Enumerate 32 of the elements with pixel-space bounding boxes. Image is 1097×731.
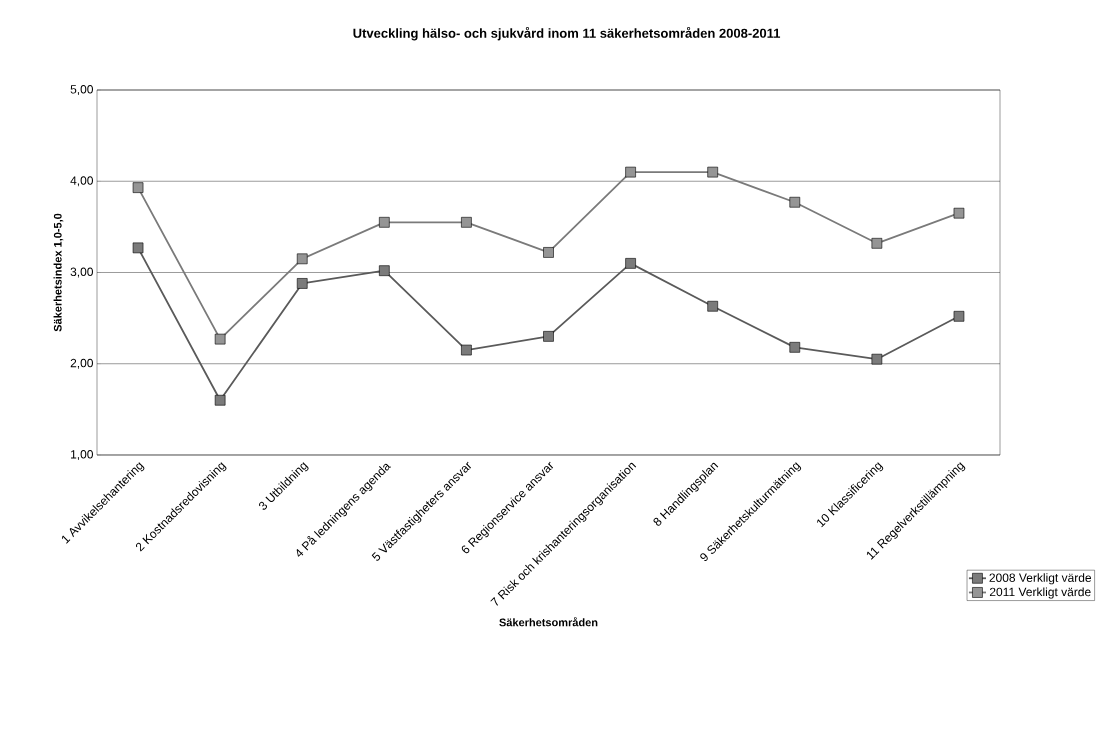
legend-label: 2008 Verkligt värde [989, 573, 1092, 585]
y-tick-label: 3,00 [70, 267, 93, 278]
y-tick-label: 2,00 [70, 358, 93, 369]
point [625, 258, 636, 269]
point [214, 333, 226, 345]
x-axis-title: Säkerhetsområden [499, 617, 598, 627]
point [953, 207, 965, 219]
point [707, 166, 718, 178]
y-tick-label: 4,00 [70, 176, 93, 187]
point [707, 300, 718, 312]
point [132, 242, 144, 254]
y-axis-title: Säkerhetsindex 1,0-5,0 [53, 213, 64, 332]
point [296, 278, 308, 289]
point [789, 342, 801, 353]
y-tick-label: 5,00 [70, 85, 93, 95]
point [214, 394, 226, 406]
point [461, 344, 472, 356]
point [461, 217, 472, 228]
point [789, 196, 801, 208]
point [625, 166, 636, 178]
y-tick-label: 1,00 [71, 450, 93, 460]
point [871, 238, 883, 249]
point [953, 311, 965, 322]
point [871, 353, 883, 365]
point [296, 253, 308, 265]
point [543, 247, 554, 258]
point [379, 265, 390, 276]
point [379, 217, 390, 228]
point [132, 182, 144, 193]
point [543, 331, 554, 342]
legend-label: 2011 Verkligt värde [989, 587, 1091, 599]
chart-title: Utveckling hälso- och sjukvård inom 11 säkerhetsområden 2008-2011 [353, 27, 781, 41]
